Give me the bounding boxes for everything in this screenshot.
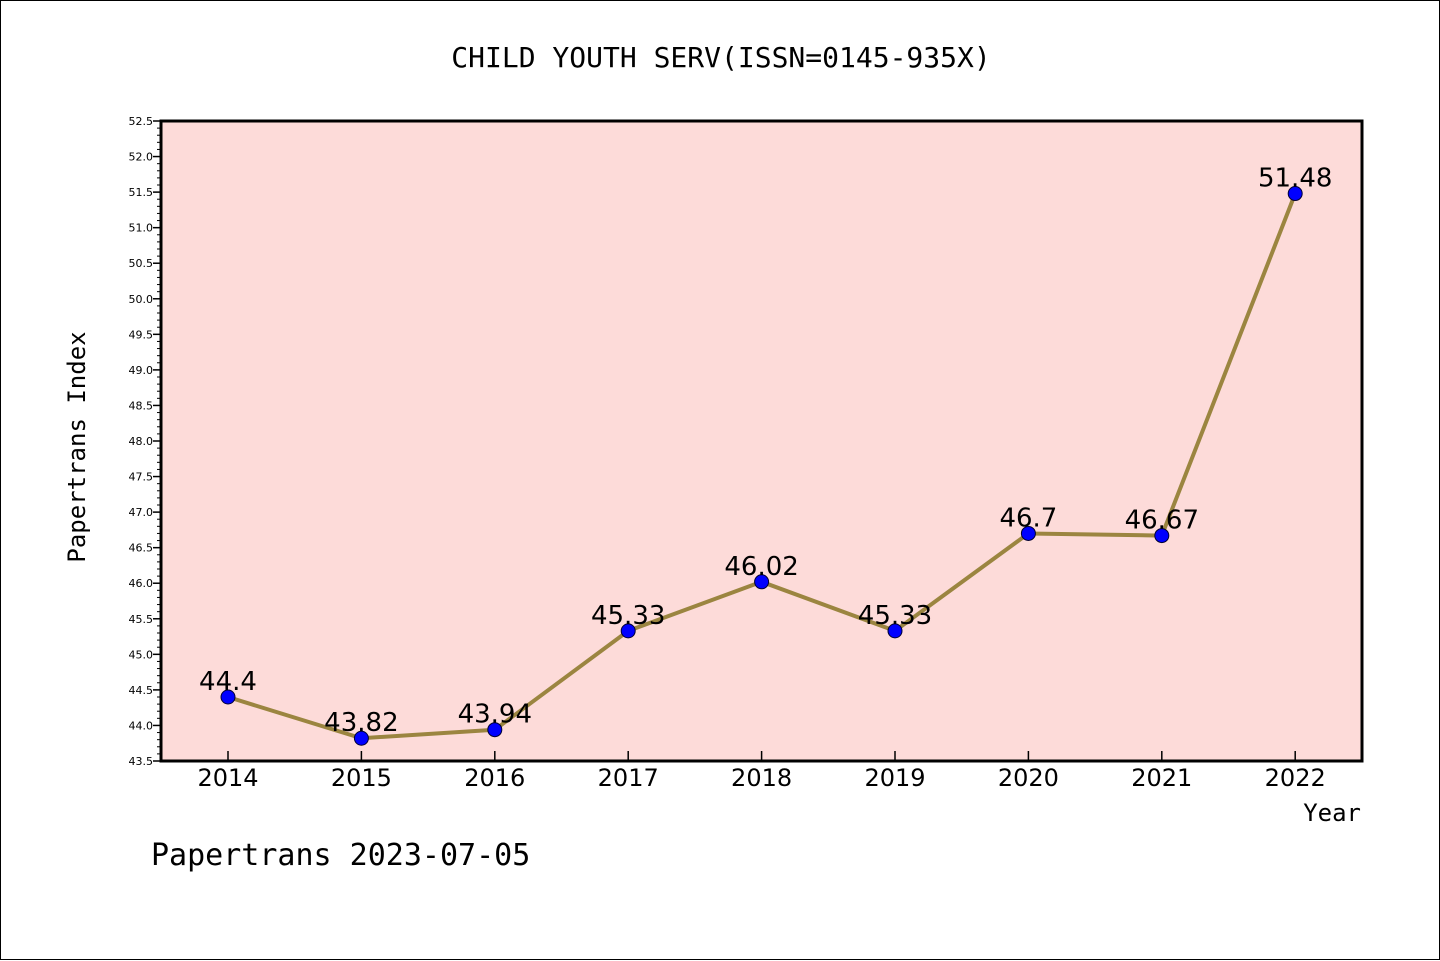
x-tick-label: 2020 — [998, 764, 1059, 792]
y-tick-label: 52.0 — [129, 151, 154, 164]
y-tick-label: 45.5 — [129, 613, 154, 626]
y-tick-label: 48.5 — [129, 399, 154, 412]
data-label-layer: 44.4 43.82 43.94 45.33 46.02 45.33 46.7 46.67 51… — [199, 164, 1332, 739]
data-point — [887, 623, 903, 639]
x-tick-label: 2021 — [1131, 764, 1192, 792]
x-axis: 2014 2015 2016 2017 2018 2019 2020 2021 2022 — [197, 751, 1326, 792]
data-label: 46.7 — [999, 503, 1057, 533]
data-point — [220, 689, 236, 705]
x-tick-label: 2022 — [1265, 764, 1326, 792]
x-tick-label: 2015 — [331, 764, 392, 792]
data-point — [1287, 186, 1303, 202]
y-tick-label: 49.5 — [129, 328, 154, 341]
y-tick-label: 43.5 — [129, 755, 154, 768]
x-tick-label: 2017 — [598, 764, 659, 792]
y-tick-label: 46.0 — [129, 577, 154, 590]
data-label: 51.48 — [1258, 164, 1332, 194]
y-tick-label: 44.0 — [129, 719, 154, 732]
y-axis: 43.5 44.0 44.5 45.0 45.5 46.0 46.5 47.0 47.5 48.0… — [129, 115, 161, 768]
data-label: 45.33 — [858, 601, 932, 631]
y-tick-label: 47.0 — [129, 506, 154, 519]
data-label: 43.82 — [324, 708, 398, 738]
x-tick-label: 2018 — [731, 764, 792, 792]
y-tick-label: 46.5 — [129, 542, 154, 555]
data-point — [754, 574, 770, 590]
plot-border — [159, 119, 1364, 763]
x-axis-title: Year — [1303, 799, 1361, 827]
y-tick-label: 52.5 — [129, 115, 154, 128]
y-tick-label: 45.0 — [129, 648, 154, 661]
x-tick-label: 2019 — [864, 764, 925, 792]
chart-title: CHILD YOUTH SERV(ISSN=0145-935X) — [451, 41, 990, 74]
y-tick-label: 44.5 — [129, 684, 154, 697]
y-axis-title: Papertrans Index — [63, 331, 91, 562]
data-point — [353, 730, 369, 746]
data-point — [487, 722, 503, 738]
data-label: 44.4 — [199, 667, 257, 697]
y-tick-label: 49.0 — [129, 364, 154, 377]
x-tick-label: 2016 — [464, 764, 525, 792]
data-label: 46.02 — [724, 552, 798, 582]
y-tick-label: 48.0 — [129, 435, 154, 448]
data-point — [1154, 528, 1170, 544]
plot-area — [161, 121, 1362, 761]
series-layer — [220, 186, 1303, 746]
data-label: 45.33 — [591, 601, 665, 631]
data-point — [620, 623, 636, 639]
data-label: 46.67 — [1125, 506, 1199, 536]
y-tick-label: 47.5 — [129, 471, 154, 484]
y-tick-label: 50.0 — [129, 293, 154, 306]
y-tick-label: 51.0 — [129, 222, 154, 235]
y-tick-label: 50.5 — [129, 257, 154, 270]
x-tick-label: 2014 — [197, 764, 258, 792]
data-label: 43.94 — [458, 700, 532, 730]
footer-credit: Papertrans 2023-07-05 — [151, 838, 530, 873]
y-tick-label: 51.5 — [129, 186, 154, 199]
data-point — [1020, 525, 1036, 541]
